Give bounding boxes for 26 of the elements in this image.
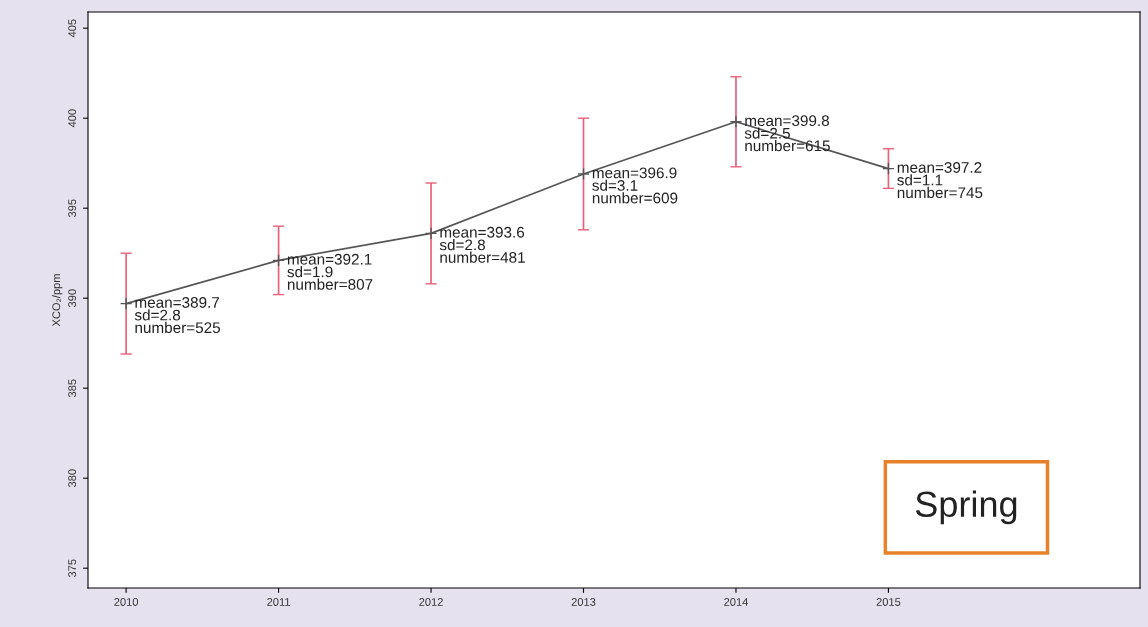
y-tick-label: 395 [68, 199, 77, 218]
y-tick-label: 385 [68, 379, 77, 398]
point [119, 297, 133, 310]
x-tick-label: 2013 [571, 598, 596, 606]
y-tick-label: 405 [68, 19, 77, 38]
x-tick-label: 2011 [267, 598, 290, 606]
y-tick-label: 375 [68, 559, 77, 578]
y-tick-label: 400 [68, 109, 77, 128]
point [272, 254, 285, 267]
y-axis-title: XCO₂/ppm [52, 274, 63, 327]
point [882, 162, 895, 175]
x-tick-label: 2012 [419, 598, 443, 606]
annotation: Spring [915, 490, 1017, 525]
y-tick-label: 380 [68, 469, 77, 488]
annotation: mean=397.2 sd=1.1 number=745 [897, 162, 983, 199]
x-tick-label: 2010 [114, 598, 139, 606]
point [577, 167, 590, 181]
annotation: mean=393.6 sd=2.8 number=481 [439, 226, 525, 263]
x-tick-label: 2014 [724, 598, 749, 606]
point [729, 115, 743, 129]
annotation: mean=396.9 sd=3.1 number=609 [592, 167, 678, 204]
point [424, 227, 438, 240]
x-tick-label: 2015 [876, 598, 901, 606]
annotation: mean=389.7 sd=2.8 number=525 [134, 297, 221, 334]
annotation: mean=392.1 sd=1.9 number=807 [287, 253, 373, 290]
y-tick-label: 390 [68, 289, 77, 308]
